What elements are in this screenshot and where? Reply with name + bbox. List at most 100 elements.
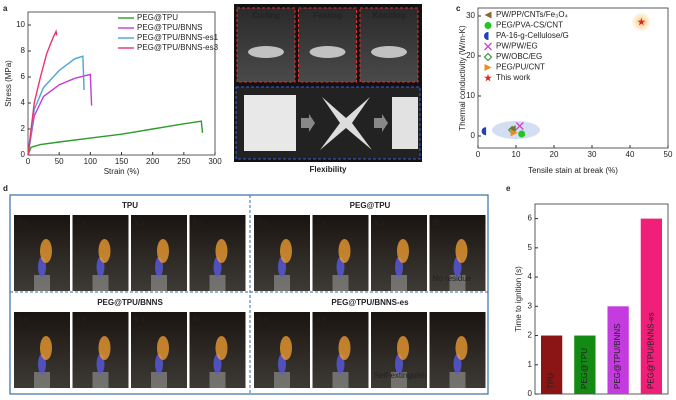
panel-label: d: [3, 184, 8, 193]
frame-time: 0 s: [257, 218, 268, 227]
flame: [40, 239, 52, 263]
burner: [209, 372, 226, 388]
x-tick-label: 200: [146, 157, 160, 166]
frame-time: 0 s: [17, 315, 28, 324]
flame: [455, 239, 468, 263]
legend-marker: [484, 11, 492, 19]
flame: [40, 336, 52, 360]
burner: [209, 275, 226, 291]
burner: [92, 372, 109, 388]
burner: [34, 275, 50, 291]
y-tick-label: 8: [21, 46, 26, 55]
flame: [338, 336, 351, 360]
arrow: [374, 114, 388, 132]
frame-time: 0 s: [257, 315, 268, 324]
legend-label: PEG@TPU/BNNS-es3: [137, 43, 219, 52]
frame-time: 5 s: [134, 218, 145, 227]
x-tick-label: 10: [512, 150, 521, 159]
x-tick-label: 150: [115, 157, 129, 166]
burner: [391, 275, 407, 291]
flame: [280, 336, 292, 360]
y-tick-label: 2: [528, 331, 533, 340]
bar-category-label: PEG@TPU/BNNS: [613, 324, 622, 389]
legend-marker: [483, 52, 493, 62]
bar: [574, 335, 596, 394]
burner: [332, 275, 349, 291]
y-tick-label: 1: [528, 360, 533, 369]
frame-note: Self-extinguish: [374, 371, 426, 380]
y-tick-label: 10: [466, 91, 475, 100]
line: [27, 73, 93, 156]
group-title: PEG@TPU/BNNS: [97, 298, 163, 307]
y-axis-label: Stress (MPa): [4, 60, 13, 107]
flame: [455, 336, 468, 360]
panel-label: a: [3, 4, 8, 13]
bar: [540, 335, 563, 394]
y-tick-label: 3: [528, 301, 533, 310]
flame: [157, 239, 169, 263]
burner: [449, 275, 466, 291]
burner: [34, 372, 50, 388]
point: [510, 129, 518, 137]
y-tick-label: 2: [21, 124, 26, 133]
frame-time: 2 s: [316, 218, 327, 227]
y-tick-label: 0: [528, 389, 533, 398]
x-tick-label: 50: [664, 150, 673, 159]
y-tick-label: 10: [16, 20, 25, 29]
x-tick-label: 30: [588, 150, 597, 159]
legend-label: PW/PW/EG: [496, 42, 538, 51]
bar-category-label: TPU: [547, 373, 556, 389]
legend-marker: [484, 22, 492, 29]
legend-marker: [484, 73, 492, 82]
film: [371, 46, 407, 58]
bar-category-label: PEG@TPU/BNNS-es: [646, 312, 655, 389]
burner: [449, 372, 466, 388]
x-tick-label: 250: [177, 157, 191, 166]
plot-frame: [534, 203, 669, 395]
x-axis-label: Tensile stain at break (%): [528, 166, 618, 175]
group-title: PEG@TPU: [350, 201, 391, 210]
bar: [607, 306, 629, 394]
panel-label: c: [456, 4, 461, 13]
point: [508, 125, 516, 133]
y-tick-label: 30: [466, 11, 475, 20]
frame-time: 3 s: [76, 315, 87, 324]
point: [481, 127, 487, 136]
frame-time: 5 s: [134, 315, 145, 324]
x-axis-label: Strain (%): [104, 167, 140, 176]
line: [27, 120, 204, 156]
frame-time: 0 s: [17, 218, 28, 227]
y-tick-label: 6: [21, 72, 26, 81]
burner: [274, 372, 290, 388]
mode-label: Curling: [252, 11, 280, 20]
x-tick-label: 40: [626, 150, 635, 159]
legend-label: PA-16-g-Cellulose/G: [496, 31, 569, 40]
y-tick-label: 4: [528, 272, 533, 281]
y-axis-label: Time to ignition (s): [514, 266, 523, 332]
flame-frame: [9, 194, 489, 395]
flame: [397, 336, 409, 360]
burner: [92, 275, 109, 291]
frame-time: 5 s: [374, 218, 385, 227]
frame-time: 8s: [433, 218, 441, 227]
y-tick-label: 4: [21, 98, 26, 107]
y-tick-label: 0: [471, 131, 476, 140]
x-tick-label: 100: [84, 157, 98, 166]
y-axis-label: Thermal conductivity (W/m-K): [458, 25, 467, 131]
panel-label: e: [506, 184, 511, 193]
legend-marker: [484, 64, 492, 71]
frame-time: 2 s: [76, 218, 87, 227]
plot-frame: [477, 7, 669, 149]
line: [27, 29, 58, 156]
flame: [215, 336, 228, 360]
frame-note: No residue: [433, 274, 472, 283]
x-tick-label: 20: [550, 150, 559, 159]
x-tick-label: 300: [208, 157, 222, 166]
point: [518, 130, 526, 138]
flame: [280, 239, 292, 263]
flame: [397, 239, 409, 263]
point: [637, 17, 646, 26]
point: [515, 122, 524, 130]
